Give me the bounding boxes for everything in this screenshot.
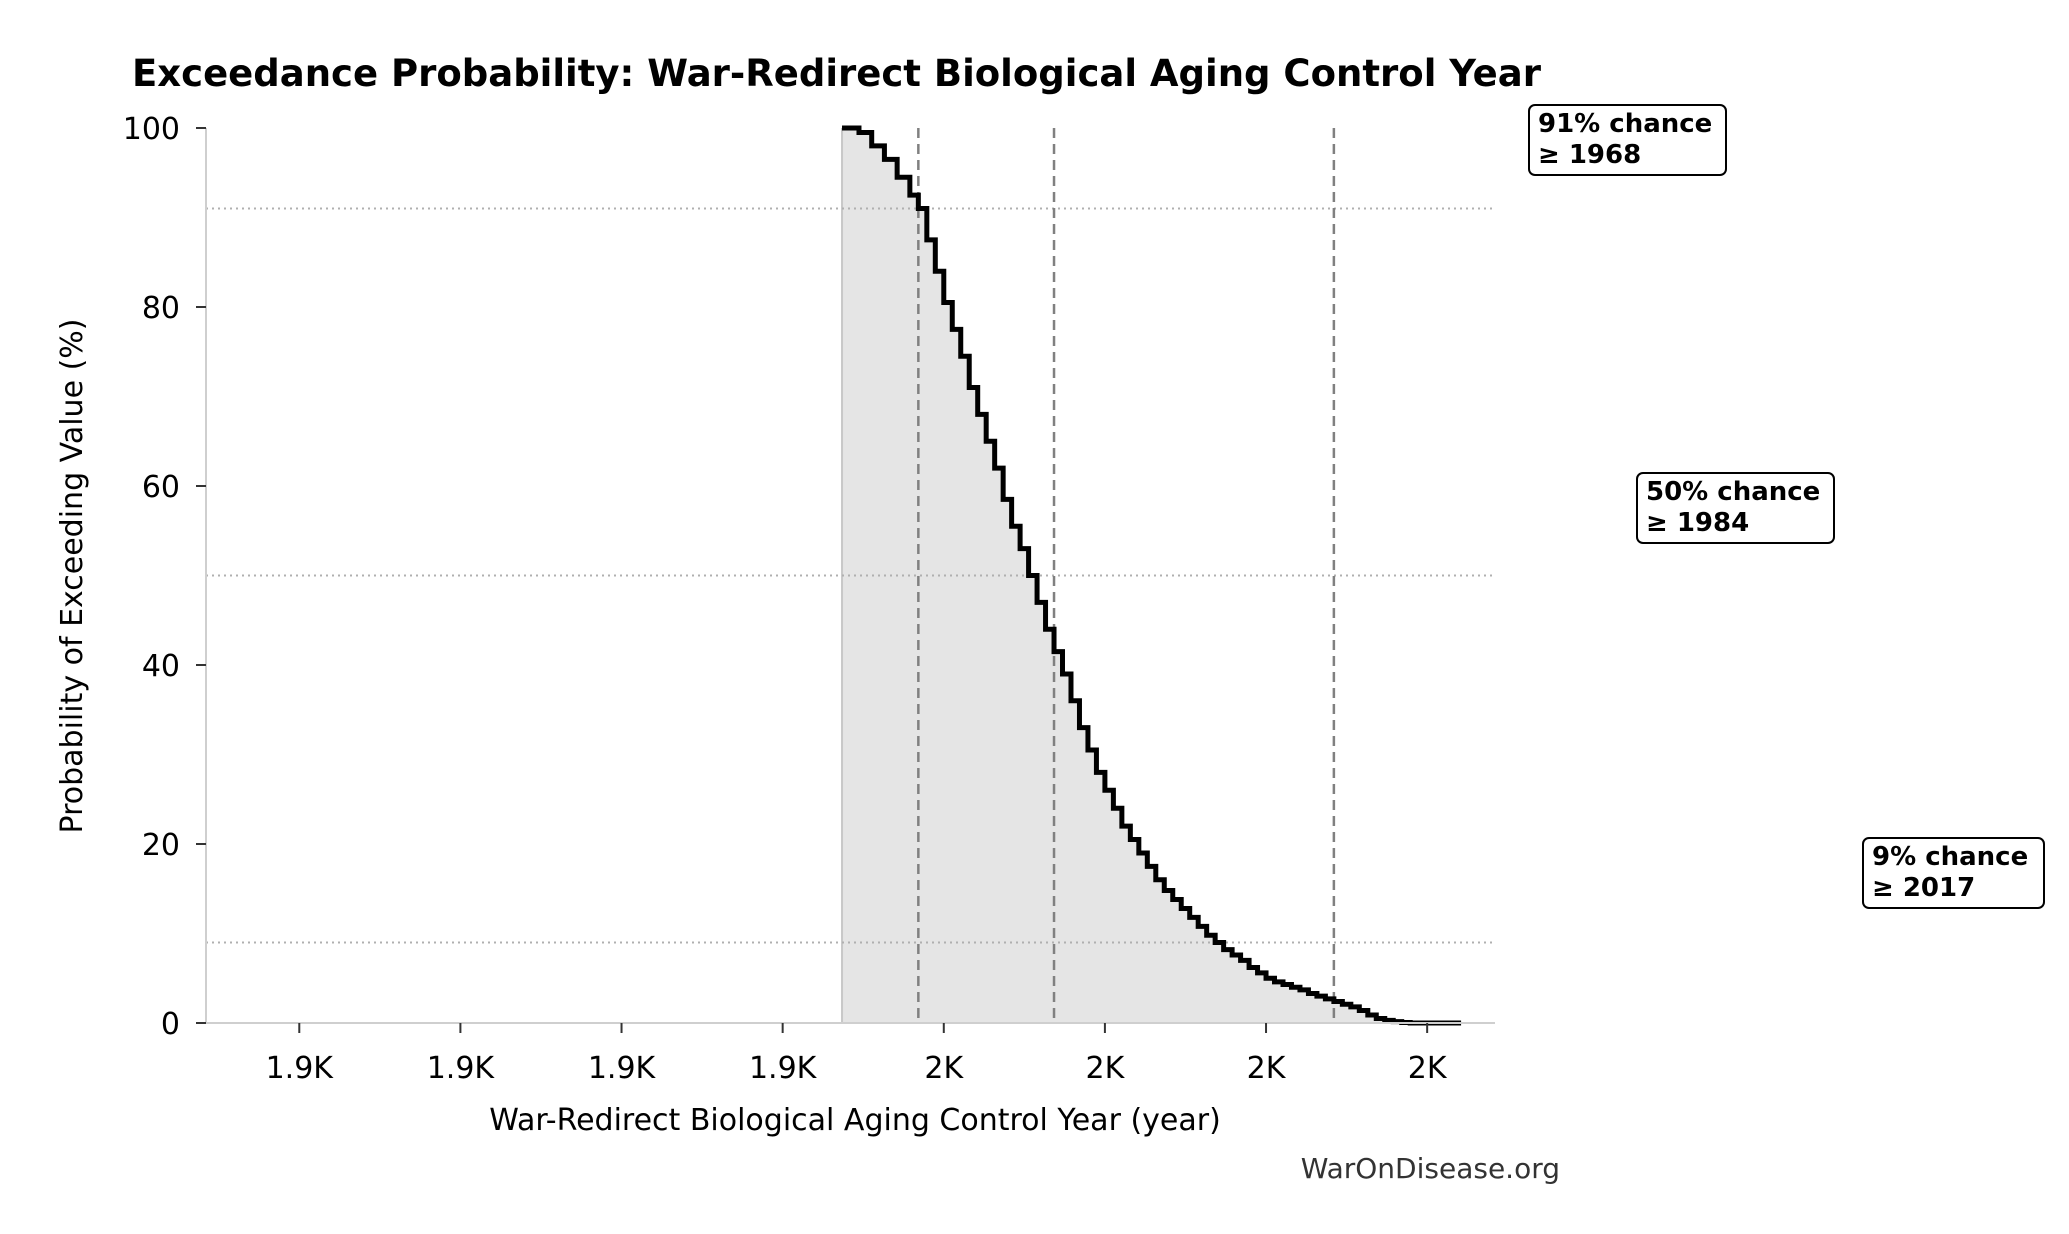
x-tick-label: 1.9K [427,1051,496,1086]
y-tick-label: 100 [123,112,180,147]
exceedance-area [842,128,1462,1023]
y-tick-label: 0 [161,1007,180,1042]
x-tick-label: 1.9K [749,1051,818,1086]
annotation-frame [1528,104,1727,176]
x-tick-label: 1.9K [266,1051,335,1086]
annotation-box-2: 9% chance≥ 2017 [1862,837,2045,909]
x-tick-label: 2K [1247,1051,1287,1086]
annotation-line-1: 91% chance [1538,109,1712,139]
chart-title: Exceedance Probability: War-Redirect Bio… [132,52,1542,95]
watermark: WarOnDisease.org [1301,1152,1560,1185]
y-axis-label: Probability of Exceeding Value (%) [55,319,90,834]
x-axis-label: War-Redirect Biological Aging Control Ye… [489,1103,1221,1138]
x-tick-label: 2K [1086,1051,1126,1086]
annotation-line-2: ≥ 1968 [1538,140,1641,170]
annotation-box-0: 91% chance≥ 1968 [1528,104,1727,176]
y-tick-label: 80 [142,291,180,326]
y-tick-label: 60 [142,470,180,505]
annotation-frame [1862,837,2045,909]
annotation-box-1: 50% chance≥ 1984 [1636,472,1835,544]
x-tick-label: 1.9K [588,1051,657,1086]
annotation-line-2: ≥ 1984 [1646,508,1749,538]
annotation-frame [1636,472,1835,544]
annotation-line-2: ≥ 2017 [1872,873,1975,903]
x-tick-label: 2K [924,1051,964,1086]
plot-area: 0 20 40 60 80 100 1.9K 1.9K 1.9K 1.9K 2K 2K 2K 2K 91% … [123,104,2045,1086]
y-tick-label: 40 [142,649,180,684]
exceedance-curve [842,125,1462,1026]
annotation-line-1: 50% chance [1646,477,1820,507]
x-tick-label: 2K [1408,1051,1448,1086]
y-tick-label: 20 [142,828,180,863]
annotation-line-1: 9% chance [1872,842,2028,872]
